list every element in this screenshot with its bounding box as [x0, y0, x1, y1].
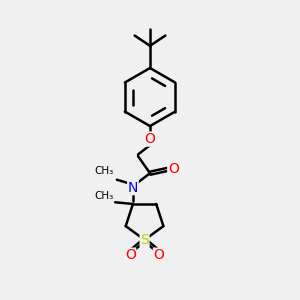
Text: N: N: [128, 181, 138, 195]
Text: CH₃: CH₃: [94, 190, 113, 201]
Text: O: O: [145, 132, 155, 146]
Text: O: O: [168, 162, 179, 176]
Text: O: O: [154, 248, 164, 262]
Text: S: S: [140, 233, 149, 247]
Text: CH₃: CH₃: [94, 166, 113, 176]
Text: O: O: [125, 248, 136, 262]
